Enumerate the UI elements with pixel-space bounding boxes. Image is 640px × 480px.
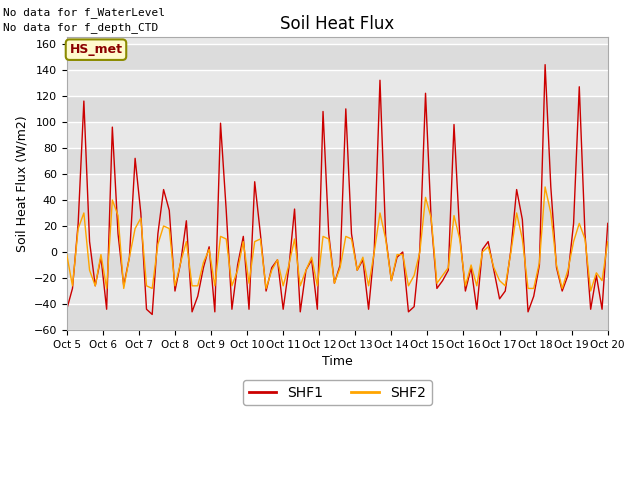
SHF2 (541, 184, 549, 190)
SHF1 (302, 267, 310, 273)
SHF2 (63, 252, 70, 257)
SHF2 (604, 239, 612, 244)
Line: SHF2: SHF2 (67, 187, 608, 291)
SHF1 (222, 207, 230, 213)
SHF1 (342, 106, 349, 112)
Bar (67, 44, 608, 70)
SHF1 (148, 312, 156, 317)
SHF1 (604, 220, 612, 226)
SHF2 (587, 288, 595, 294)
Bar (67, 200, 608, 226)
Bar (67, 304, 608, 330)
SHF2 (353, 267, 361, 273)
SHF2 (217, 233, 225, 239)
Text: HS_met: HS_met (70, 43, 122, 56)
Y-axis label: Soil Heat Flux (W/m2): Soil Heat Flux (W/m2) (15, 115, 28, 252)
Bar (67, 148, 608, 174)
Text: No data for f_WaterLevel: No data for f_WaterLevel (3, 7, 165, 18)
SHF2 (564, 267, 572, 273)
Text: No data for f_depth_CTD: No data for f_depth_CTD (3, 22, 159, 33)
SHF2 (137, 216, 145, 221)
SHF1 (359, 257, 367, 263)
SHF1 (63, 306, 70, 312)
SHF2 (336, 265, 344, 271)
Bar (67, 96, 608, 122)
Title: Soil Heat Flux: Soil Heat Flux (280, 15, 394, 33)
Line: SHF1: SHF1 (67, 65, 608, 314)
SHF2 (296, 283, 304, 288)
Legend: SHF1, SHF2: SHF1, SHF2 (243, 380, 431, 405)
Bar (67, 252, 608, 278)
SHF1 (137, 210, 145, 216)
SHF1 (541, 62, 549, 68)
X-axis label: Time: Time (322, 355, 353, 368)
SHF1 (570, 220, 577, 226)
